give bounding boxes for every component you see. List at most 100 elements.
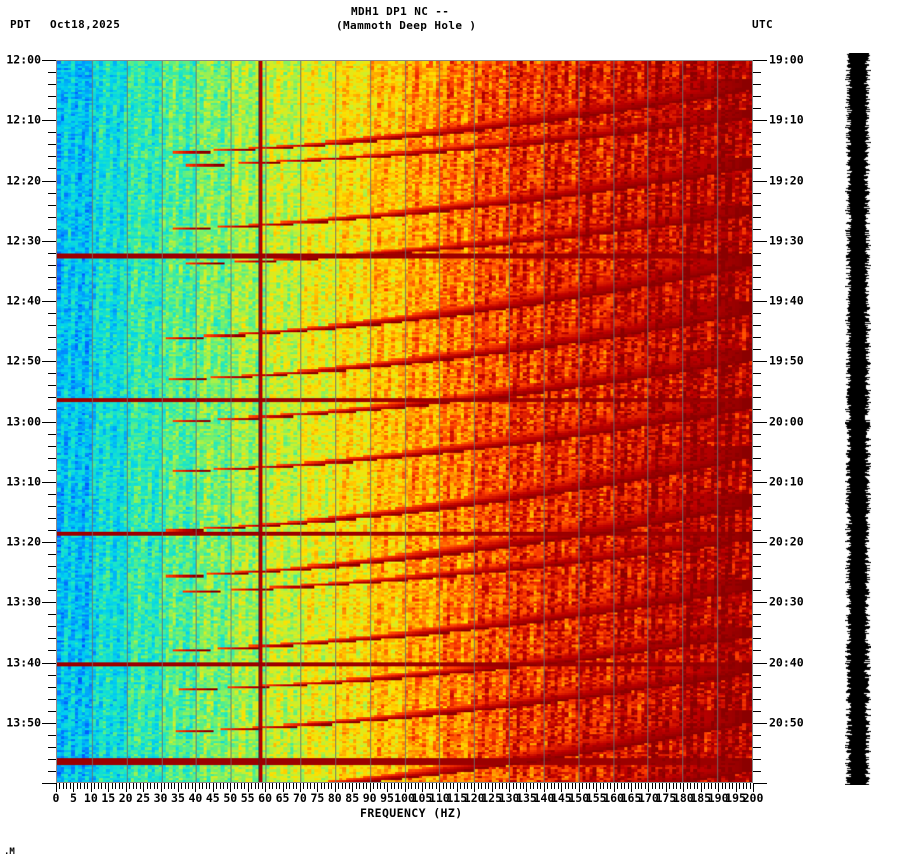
freq-minor-tick bbox=[122, 783, 124, 789]
freq-tick-label: 10 bbox=[83, 791, 98, 805]
freq-tick-label: 165 bbox=[620, 791, 642, 805]
freq-minor-tick bbox=[303, 783, 305, 789]
freq-minor-tick bbox=[502, 783, 504, 789]
freq-major-tick bbox=[578, 783, 580, 792]
axis-minor-tick bbox=[48, 566, 56, 568]
freq-minor-tick bbox=[732, 783, 734, 789]
axis-major-tick bbox=[42, 180, 56, 182]
freq-minor-tick bbox=[707, 783, 709, 789]
axis-minor-tick bbox=[753, 614, 761, 616]
freq-minor-tick bbox=[428, 783, 430, 789]
time-axis-pdt: 12:00 12:10 12:20 12:30 12:40 12:50 13:00 13:10… bbox=[0, 54, 56, 784]
axis-minor-tick bbox=[48, 204, 56, 206]
freq-minor-tick bbox=[686, 783, 688, 789]
freq-tick-label: 185 bbox=[690, 791, 712, 805]
axis-minor-tick bbox=[48, 144, 56, 146]
freq-minor-tick bbox=[129, 783, 131, 789]
freq-major-tick bbox=[230, 783, 232, 792]
freq-minor-tick bbox=[348, 783, 350, 789]
freq-minor-tick bbox=[226, 783, 228, 789]
time-tick-label: 13:40 bbox=[6, 654, 41, 669]
freq-minor-tick bbox=[449, 783, 451, 789]
axis-minor-tick bbox=[753, 650, 761, 652]
freq-minor-tick bbox=[258, 783, 260, 789]
freq-major-tick bbox=[526, 783, 528, 792]
time-tick-label: 20:00 bbox=[769, 413, 804, 428]
axis-minor-tick bbox=[48, 325, 56, 327]
freq-minor-tick bbox=[320, 783, 322, 789]
freq-minor-tick bbox=[310, 783, 312, 789]
freq-minor-tick bbox=[467, 783, 469, 789]
freq-tick-label: 0 bbox=[52, 791, 60, 805]
freq-minor-tick bbox=[268, 783, 270, 789]
axis-minor-tick bbox=[48, 698, 56, 700]
header-timezone-left: PDT bbox=[10, 18, 32, 31]
time-tick-label: 12:20 bbox=[6, 172, 41, 187]
freq-minor-tick bbox=[568, 783, 570, 789]
axis-minor-tick bbox=[48, 397, 56, 399]
freq-tick-label: 95 bbox=[380, 791, 394, 805]
spectrogram-plot[interactable] bbox=[56, 60, 753, 783]
freq-minor-tick bbox=[292, 783, 294, 789]
freq-minor-tick bbox=[704, 783, 706, 789]
freq-minor-tick bbox=[359, 783, 361, 789]
amplitude-trace-strip bbox=[845, 53, 871, 785]
time-tick-label: 13:50 bbox=[6, 715, 41, 729]
freq-minor-tick bbox=[111, 783, 113, 789]
freq-tick-label: 175 bbox=[655, 791, 677, 805]
time-tick-label: 19:40 bbox=[769, 293, 804, 308]
freq-minor-tick bbox=[289, 783, 291, 789]
freq-major-tick bbox=[143, 783, 145, 792]
freq-minor-tick bbox=[495, 783, 497, 789]
freq-major-tick bbox=[125, 783, 127, 792]
amplitude-trace-canvas bbox=[845, 53, 871, 785]
axis-minor-tick bbox=[753, 758, 761, 760]
freq-minor-tick bbox=[749, 783, 751, 789]
freq-tick-label: 120 bbox=[463, 791, 485, 805]
freq-minor-tick bbox=[153, 783, 155, 789]
freq-minor-tick bbox=[87, 783, 89, 789]
axis-minor-tick bbox=[48, 469, 56, 471]
freq-minor-tick bbox=[296, 783, 298, 789]
freq-minor-tick bbox=[171, 783, 172, 789]
freq-major-tick bbox=[456, 783, 458, 792]
axis-minor-tick bbox=[48, 156, 56, 158]
freq-minor-tick bbox=[313, 783, 315, 789]
axis-minor-tick bbox=[753, 457, 761, 459]
axis-minor-tick bbox=[753, 96, 761, 98]
freq-minor-tick bbox=[261, 783, 263, 789]
axis-major-tick bbox=[42, 60, 56, 61]
freq-major-tick bbox=[212, 783, 214, 792]
freq-minor-tick bbox=[101, 783, 103, 789]
axis-minor-tick bbox=[48, 758, 56, 760]
freq-minor-tick bbox=[167, 783, 169, 789]
axis-minor-tick bbox=[753, 397, 761, 399]
time-tick-label: 13:20 bbox=[6, 534, 41, 549]
freq-minor-tick bbox=[651, 783, 653, 789]
axis-minor-tick bbox=[753, 216, 761, 218]
freq-tick-label: 200 bbox=[742, 791, 764, 805]
freq-minor-tick bbox=[390, 783, 392, 789]
freq-minor-tick bbox=[679, 783, 681, 789]
freq-minor-tick bbox=[728, 783, 730, 789]
axis-minor-tick bbox=[753, 349, 761, 351]
freq-tick-label: 50 bbox=[223, 791, 238, 805]
freq-tick-label: 65 bbox=[275, 791, 290, 805]
freq-minor-tick bbox=[198, 783, 200, 789]
time-tick-label: 20:10 bbox=[769, 474, 804, 488]
freq-minor-tick bbox=[505, 783, 507, 789]
freq-minor-tick bbox=[603, 783, 605, 789]
freq-minor-tick bbox=[139, 783, 141, 789]
axis-minor-tick bbox=[753, 373, 761, 375]
freq-minor-tick bbox=[216, 783, 218, 789]
axis-minor-tick bbox=[753, 156, 761, 158]
freq-tick-label: 130 bbox=[498, 791, 520, 805]
freq-minor-tick bbox=[637, 783, 639, 789]
time-tick-label: 19:00 bbox=[769, 52, 804, 67]
freq-major-tick bbox=[665, 783, 667, 792]
axis-minor-tick bbox=[753, 192, 761, 194]
axis-major-tick bbox=[42, 602, 56, 604]
axis-minor-tick bbox=[48, 517, 56, 519]
axis-minor-tick bbox=[48, 734, 56, 736]
freq-minor-tick bbox=[676, 783, 678, 789]
